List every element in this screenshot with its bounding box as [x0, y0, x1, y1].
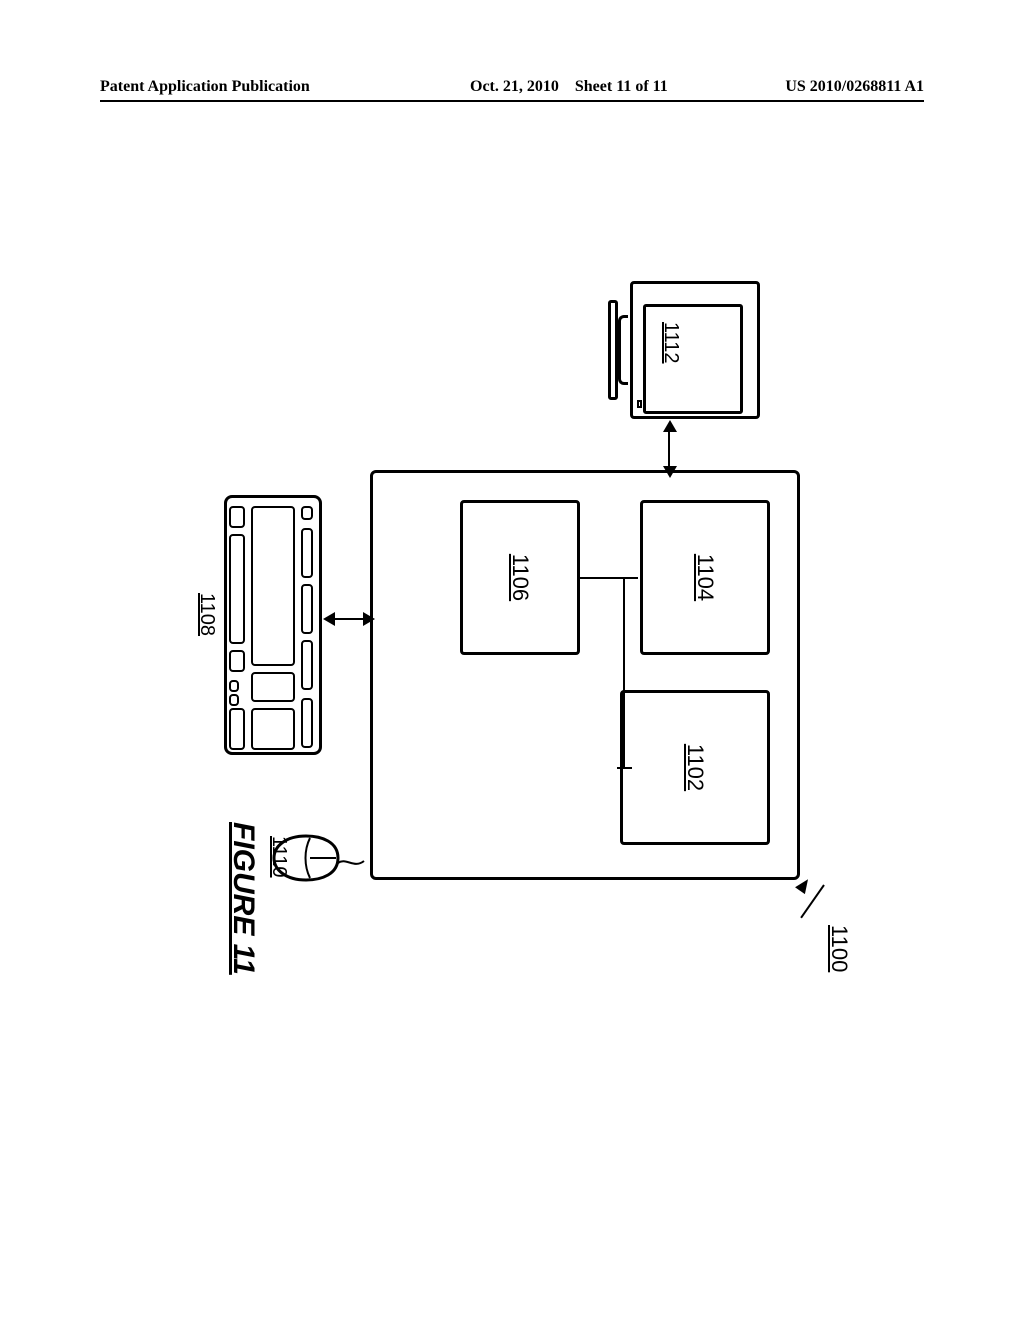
header-sheet: Sheet 11 of 11 [575, 78, 668, 95]
line-1104-down [624, 577, 638, 579]
line-1102-connect [618, 767, 632, 769]
monitor-screen [643, 304, 743, 414]
monitor-button [637, 400, 642, 408]
ref-1104-label: 1104 [692, 554, 718, 601]
ref-1106-label: 1106 [507, 554, 533, 601]
ref-1102-label: 1102 [682, 744, 708, 791]
page-header: Patent Application Publication Oct. 21, … [100, 78, 924, 96]
figure-label: FIGURE 11 [226, 822, 260, 975]
ref-1100-label: 1100 [826, 925, 852, 972]
io-arrow-up [363, 612, 375, 626]
keyboard-icon [224, 495, 322, 755]
mouse-cable [338, 853, 368, 873]
header-center: Oct. 21, 2010 Sheet 11 of 11 [470, 78, 668, 96]
block-1106: 1106 [460, 500, 580, 655]
monitor-base [608, 300, 618, 400]
header-right: US 2010/0268811 A1 [785, 78, 924, 96]
line-1106-up [580, 577, 623, 579]
io-arrow-down [323, 612, 335, 626]
monitor-stand [618, 315, 628, 385]
header-date: Oct. 21, 2010 [470, 78, 559, 95]
block-1104: 1104 [640, 500, 770, 655]
monitor-arrow-line [668, 430, 670, 468]
block-1102: 1102 [620, 690, 770, 845]
figure-area: 1100 1104 1102 1106 [140, 270, 880, 1010]
header-rule [100, 100, 924, 102]
ref-1112-label: 1112 [659, 322, 682, 364]
figure-rotated-container: 1100 1104 1102 1106 [140, 270, 880, 1010]
ref-1110-label: 1110 [267, 836, 290, 878]
ref-1108-label: 1108 [195, 593, 218, 636]
header-left: Patent Application Publication [100, 78, 310, 96]
bus-line [623, 577, 625, 769]
monitor-body [630, 281, 760, 419]
monitor-arrow-right [663, 466, 677, 478]
